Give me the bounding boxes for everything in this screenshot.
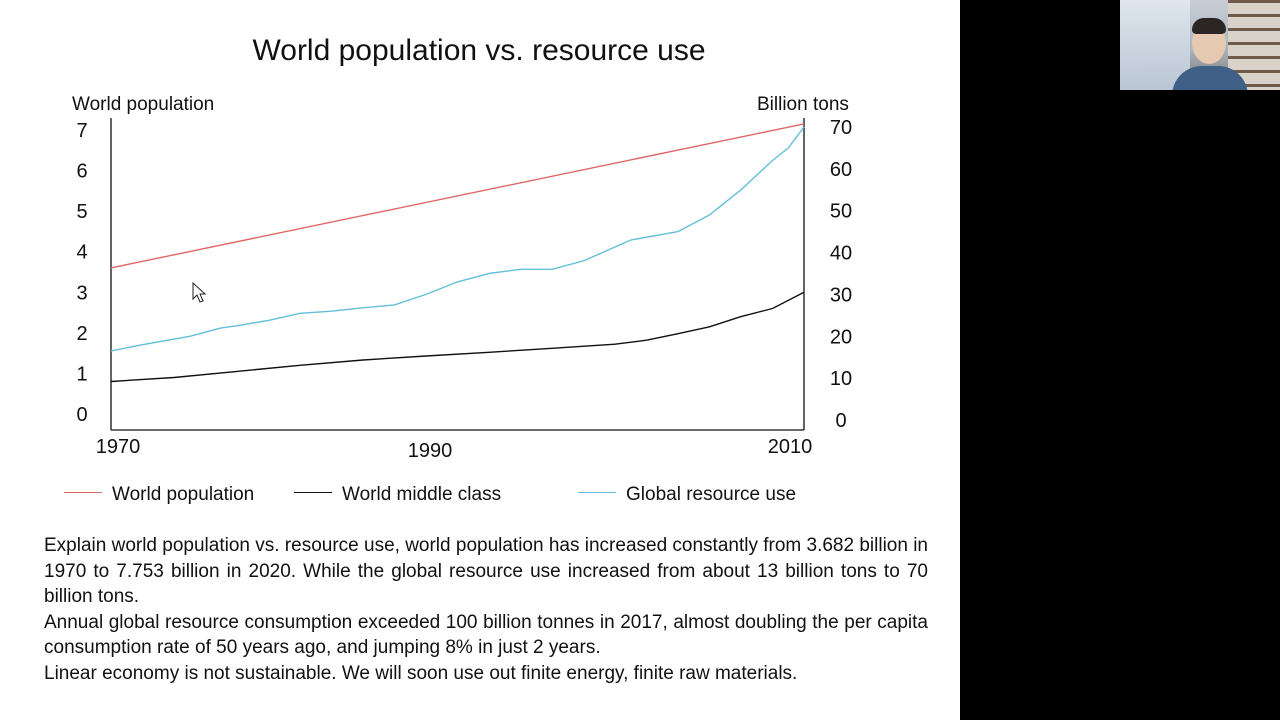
right-tick-label: 20 [830, 326, 852, 348]
right-tick-label: 40 [830, 243, 852, 265]
series-line-1 [110, 291, 805, 383]
legend-swatch [64, 492, 102, 494]
presenter-hair [1192, 18, 1226, 34]
plot-frame [110, 118, 805, 431]
note-paragraph: Annual global resource consumption excee… [44, 611, 928, 659]
speaker-notes: Explain world population vs. resource us… [44, 533, 928, 686]
x-tick-label: 1970 [96, 436, 141, 458]
left-tick-label: 3 [76, 282, 87, 304]
legend-label: Global resource use [626, 484, 797, 505]
right-tick-label: 60 [830, 159, 852, 181]
chart-legend: World population World middle class Global… [0, 484, 960, 510]
left-tick-label: 5 [76, 201, 87, 223]
presenter-webcam-thumbnail[interactable] [1120, 0, 1280, 90]
series-line-2 [110, 126, 805, 352]
legend-swatch [578, 492, 616, 494]
x-axis-ticks: 1970 1990 2010 [96, 436, 813, 462]
slide-title: World population vs. resource use [252, 34, 706, 67]
left-tick-label: 7 [76, 120, 87, 142]
right-tick-label: 0 [835, 410, 846, 432]
legend-label: World middle class [342, 484, 502, 505]
webcam-window-background [1120, 0, 1190, 90]
right-tick-label: 70 [830, 117, 852, 139]
left-axis-title: World population [72, 94, 214, 115]
right-tick-label: 50 [830, 201, 852, 223]
line-chart: World population Billion tons 0 1 2 3 4 5 6 7 0… [72, 94, 852, 462]
series-lines [110, 123, 805, 383]
legend-swatch [294, 492, 332, 494]
left-tick-label: 4 [76, 242, 87, 264]
x-tick-label: 1990 [408, 440, 453, 462]
series-line-0 [110, 123, 805, 269]
right-tick-label: 10 [830, 368, 852, 390]
right-axis-title: Billion tons [757, 94, 849, 115]
presentation-slide: World population vs. resource use World … [0, 0, 960, 720]
note-paragraph: Explain world population vs. resource us… [44, 535, 929, 607]
left-tick-label: 2 [76, 323, 87, 345]
legend-label: World population [112, 484, 255, 505]
x-tick-label: 2010 [768, 436, 813, 458]
left-axis-ticks: 0 1 2 3 4 5 6 7 [76, 120, 87, 426]
legend-item: World middle class [294, 484, 501, 506]
left-tick-label: 1 [76, 363, 87, 385]
legend-item: Global resource use [578, 484, 796, 506]
left-tick-label: 6 [76, 161, 87, 183]
left-tick-label: 0 [76, 404, 87, 426]
legend-item: World population [64, 484, 254, 506]
note-paragraph: Linear economy is not sustainable. We wi… [44, 662, 798, 684]
right-axis-ticks: 0 10 20 30 40 50 60 70 [830, 117, 852, 432]
mouse-cursor-icon [192, 281, 207, 303]
right-tick-label: 30 [830, 284, 852, 306]
